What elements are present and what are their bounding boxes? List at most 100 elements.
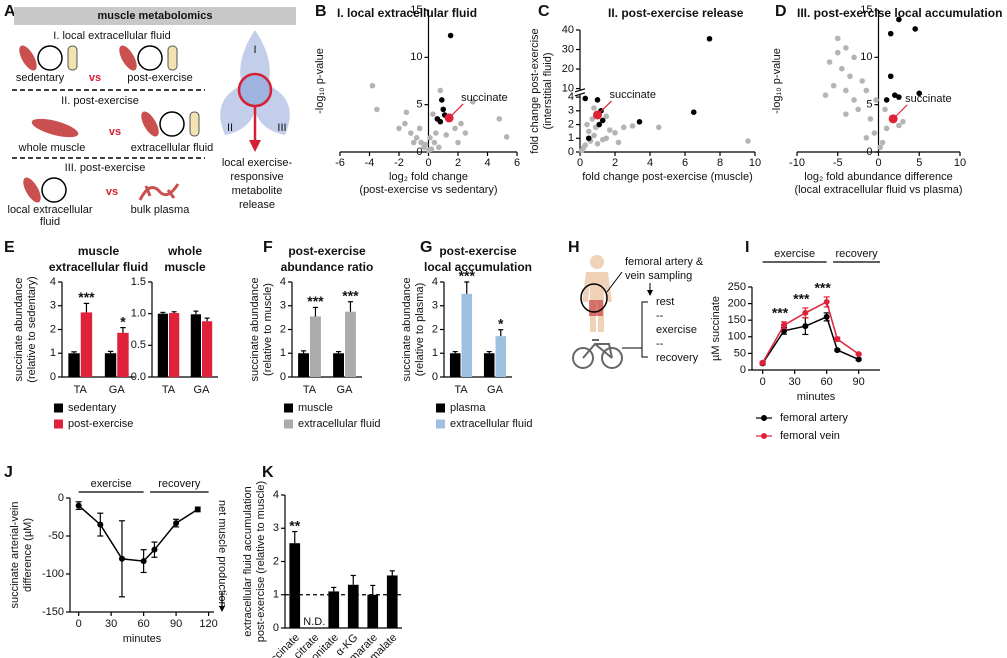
point (503, 134, 510, 140)
point (873, 97, 879, 103)
caption: metabolite (232, 185, 283, 197)
y-tick-label: 4 (273, 489, 279, 501)
highlight-point (888, 114, 898, 124)
point (603, 113, 610, 120)
legend-swatch (284, 403, 293, 413)
point (582, 95, 589, 102)
decoration (37, 45, 63, 71)
point (900, 118, 906, 125)
axis-break (574, 92, 586, 97)
decoration (19, 45, 37, 71)
y-tick-label: 2 (273, 555, 279, 567)
legend-swatch (436, 419, 445, 429)
y-tick-label: 1 (568, 132, 574, 144)
point (75, 502, 82, 509)
y-tick-label: 5 (866, 99, 872, 111)
point (847, 73, 853, 80)
y-tick-label: 0.0 (131, 371, 146, 383)
point (599, 136, 606, 143)
decoration (41, 177, 67, 203)
point (896, 16, 902, 23)
point (615, 139, 622, 146)
y-tick-label: 3 (568, 105, 574, 117)
decoration (590, 255, 604, 269)
legend-swatch (436, 403, 445, 413)
x-axis-label: (post-exercise vs sedentary) (359, 184, 497, 196)
legend-label: plasma (450, 402, 486, 414)
panel-label: H (568, 239, 580, 256)
point (834, 336, 841, 343)
y-axis-label: µM succinate (710, 296, 722, 361)
chart-title: abundance ratio (281, 260, 374, 274)
phase-label: recovery (835, 248, 878, 260)
point (636, 119, 643, 125)
significance: * (498, 315, 504, 331)
y-tick-label: 1 (280, 347, 286, 359)
decoration (601, 347, 623, 369)
decoration (119, 45, 137, 71)
panel-label: G (420, 239, 432, 256)
point (585, 135, 592, 142)
legend-marker (761, 433, 767, 439)
bar (449, 353, 461, 377)
point (151, 546, 158, 553)
significance: *** (307, 293, 324, 309)
legend-label: femoral artery (780, 412, 848, 424)
point (594, 97, 601, 103)
decoration (67, 45, 78, 71)
y-tick-label: 40 (562, 24, 574, 36)
bar (104, 353, 117, 377)
y-tick-label: 0.5 (131, 339, 146, 351)
point (802, 323, 809, 330)
point (447, 32, 454, 39)
x-tick-label: 0 (425, 157, 431, 169)
decoration (138, 183, 180, 201)
bar (483, 353, 495, 377)
y-axis-label: extracellular fluid accumulation (242, 486, 254, 636)
point (173, 520, 180, 527)
region-label: II (227, 122, 233, 134)
point (823, 313, 830, 320)
x-tick-label: -5 (833, 157, 843, 169)
point (867, 116, 874, 122)
point (843, 87, 849, 94)
point (443, 132, 450, 138)
y-axis-label: succinate abundance (249, 278, 261, 382)
panel-label: E (4, 239, 15, 256)
bar (289, 543, 301, 628)
point (118, 555, 125, 562)
y-tick-label: 3 (280, 300, 286, 312)
y-tick-label: -150 (42, 606, 64, 618)
point (612, 129, 618, 136)
sampling-label: vein sampling (625, 270, 692, 282)
y-axis-label: post-exercise (relative to muscle) (255, 481, 267, 642)
decoration (189, 111, 200, 137)
bar (461, 293, 473, 377)
y-tick-label: 0 (740, 364, 746, 376)
point (834, 35, 841, 42)
point (434, 116, 441, 122)
x-tick-label: 6 (514, 157, 520, 169)
point (589, 116, 596, 122)
y-tick-label: 250 (728, 281, 746, 293)
vs: vs (106, 186, 118, 198)
x-tick-label: 5 (916, 157, 922, 169)
x-tick-label: 30 (105, 618, 117, 630)
decoration (572, 347, 594, 369)
point (855, 351, 862, 358)
x-tick-label: 10 (749, 157, 761, 169)
x-axis-label: log₂ fold change (389, 171, 468, 183)
y-tick-label: 0 (280, 371, 286, 383)
decoration (141, 111, 159, 137)
chart-title: extracellular fluid (49, 260, 148, 274)
legend-label: muscle (298, 402, 333, 414)
point (591, 105, 597, 111)
panel-label: A (4, 3, 16, 20)
point (437, 87, 444, 94)
point (851, 54, 857, 61)
y-tick-label: 3 (273, 522, 279, 534)
bar (68, 353, 80, 377)
point (585, 128, 592, 135)
legend-label: femoral vein (780, 430, 840, 442)
y-axis-label: succinate abundance (13, 278, 25, 382)
